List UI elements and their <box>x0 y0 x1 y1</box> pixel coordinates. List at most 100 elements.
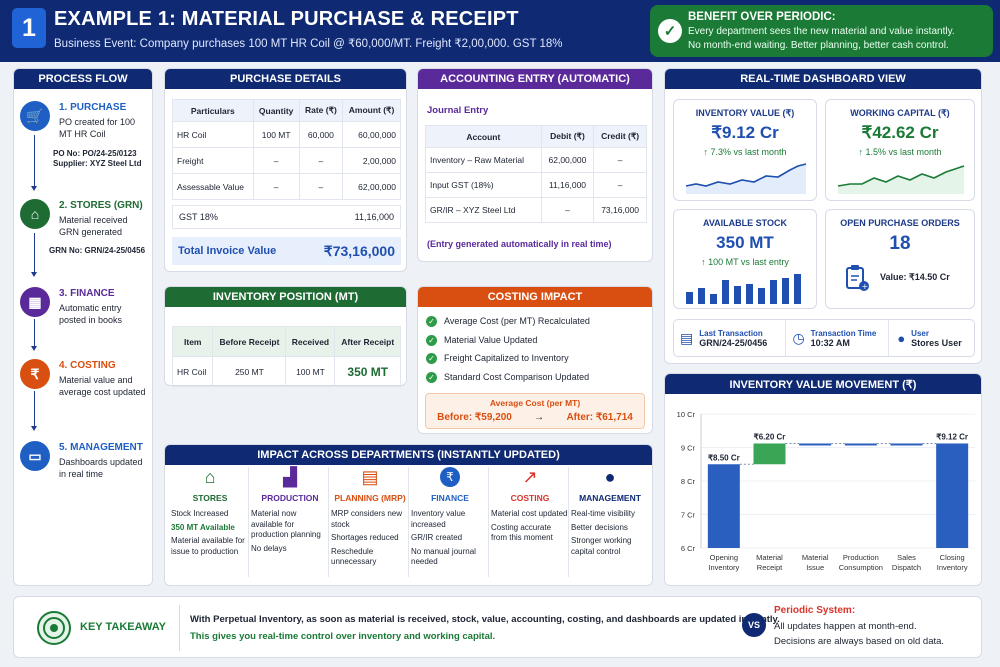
inventory-value-card[interactable]: INVENTORY VALUE (₹) ₹9.12 Cr ↑ 7.3% vs l… <box>673 99 817 201</box>
process-step-title: 2. STORES (GRN) <box>59 200 143 211</box>
flow-arrow <box>31 233 37 277</box>
periodic-line-1: All updates happen at month-end. <box>774 621 917 632</box>
department-detail: Inventory value increased <box>411 509 466 529</box>
department-costing: ↗ COSTING Material cost updated Costing acc… <box>491 467 569 547</box>
periodic-line-2: Decisions are always based on old data. <box>774 636 945 647</box>
warehouse-icon: ⌂ <box>20 199 50 229</box>
waterfall-bar <box>799 443 832 446</box>
col-quantity: Quantity <box>252 99 300 122</box>
open-po-card[interactable]: OPEN PURCHASE ORDERS 18 + Value: ₹14.50 … <box>825 209 975 309</box>
department-name: MANAGEMENT <box>579 493 641 503</box>
gst-row: GST 18% 11,16,000 <box>172 205 401 229</box>
check-icon: ✓ <box>426 316 437 328</box>
department-detail: GR/IR created <box>411 533 463 542</box>
process-step-title: 5. MANAGEMENT <box>59 442 143 453</box>
x-tick-label: Receipt <box>757 563 783 572</box>
trend-icon: ↗ <box>522 467 538 487</box>
department-detail: 350 MT Available <box>171 522 235 532</box>
available-stock-card[interactable]: AVAILABLE STOCK 350 MT ↑ 100 MT vs last … <box>673 209 817 309</box>
dashboard-title: REAL-TIME DASHBOARD VIEW <box>665 69 981 89</box>
x-tick-label: Opening <box>710 553 738 562</box>
department-detail: Stock Increased <box>171 509 229 518</box>
cost-before: Before: ₹59,200 <box>437 412 512 423</box>
y-tick-label: 10 Cr <box>677 410 696 419</box>
department-name: PRODUCTION <box>261 493 319 503</box>
col-amount: Amount (₹) <box>342 99 401 122</box>
x-tick-label: Inventory <box>708 563 739 572</box>
department-production: ▟ PRODUCTION Material now available for pr… <box>251 467 329 557</box>
auto-entry-note: (Entry generated automatically in real t… <box>427 239 612 249</box>
department-name: FINANCE <box>431 493 469 503</box>
takeaway-line-1: With Perpetual Inventory, as soon as mat… <box>190 614 780 625</box>
data-label: ₹6.20 Cr <box>754 432 786 441</box>
process-flow-panel: PROCESS FLOW 🛒 1. PURCHASE PO created for … <box>13 68 153 586</box>
document-icon: ▤ <box>680 329 694 346</box>
flow-arrow <box>31 135 37 191</box>
process-flow-title: PROCESS FLOW <box>14 69 152 89</box>
key-takeaway-panel: KEY TAKEAWAY With Perpetual Inventory, a… <box>13 596 982 658</box>
data-label: ₹9.12 Cr <box>936 432 968 441</box>
check-icon: ✓ <box>658 19 682 43</box>
table-row: HR Coil 100 MT 60,000 60,00,000 <box>172 121 401 148</box>
journal-entry-label: Journal Entry <box>427 105 489 116</box>
department-detail: Better decisions <box>571 522 628 532</box>
process-step-title: 4. COSTING <box>59 360 116 371</box>
waterfall-bar <box>707 464 740 548</box>
impact-title: IMPACT ACROSS DEPARTMENTS (INSTANTLY UPD… <box>165 445 652 465</box>
department-management: ● MANAGEMENT Real-time visibility Better de… <box>571 467 649 560</box>
vs-badge: VS <box>742 613 766 637</box>
y-tick-label: 9 Cr <box>681 444 696 453</box>
accounting-entry-title: ACCOUNTING ENTRY (AUTOMATIC) <box>418 69 652 89</box>
user-icon: ● <box>897 330 906 346</box>
waterfall-bar <box>890 443 923 446</box>
factory-icon: ▟ <box>283 467 297 487</box>
department-detail: Costing accurate from this moment <box>491 522 553 543</box>
example-number: 1 <box>12 8 46 48</box>
table-row: Input GST (18%) 11,16,000– <box>425 172 647 198</box>
flow-arrow <box>31 319 37 351</box>
table-row: Inventory – Raw Material 62,00,000– <box>425 147 647 173</box>
process-step-text: Material received GRN generated <box>59 215 128 237</box>
list-item: ✓ Material Value Updated <box>426 335 590 354</box>
check-icon: ✓ <box>426 371 437 383</box>
x-tick-label: Inventory <box>937 563 968 572</box>
x-tick-label: Material <box>802 553 829 562</box>
inventory-table: Item Before Receipt Received After Recei… <box>171 326 401 387</box>
benefit-line-2: No month-end waiting. Better planning, b… <box>688 40 949 51</box>
y-tick-label: 6 Cr <box>681 544 696 553</box>
process-step-text: Dashboards updated in real time <box>59 457 143 479</box>
purchase-details-title: PURCHASE DETAILS <box>165 69 406 89</box>
department-name: PLANNING (MRP) <box>334 493 406 503</box>
x-tick-label: Closing <box>940 553 965 562</box>
list-item: ✓ Average Cost (per MT) Recalculated <box>426 316 590 335</box>
working-capital-card[interactable]: WORKING CAPITAL (₹) ₹42.62 Cr ↑ 1.5% vs … <box>825 99 975 201</box>
costing-impact-title: COSTING IMPACT <box>418 287 652 307</box>
department-name: STORES <box>192 493 228 503</box>
average-cost-label: Average Cost (per MT) <box>489 398 581 408</box>
total-value: ₹73,16,000 <box>323 242 395 259</box>
inventory-movement-title: INVENTORY VALUE MOVEMENT (₹) <box>665 374 981 394</box>
rupee-icon: ₹ <box>20 359 50 389</box>
working-capital-sparkline <box>837 165 965 194</box>
waterfall-bar <box>844 443 877 446</box>
clipboard-icon: + <box>846 265 869 291</box>
process-step-text: Material value and average cost updated <box>59 375 146 397</box>
monitor-icon: ▭ <box>20 441 50 471</box>
journal-table: Account Debit (₹) Credit (₹) Inventory –… <box>425 125 647 223</box>
clipboard-icon: ▤ <box>361 467 379 487</box>
department-detail: Material cost updated <box>491 509 568 518</box>
dashboard-panel: REAL-TIME DASHBOARD VIEW INVENTORY VALUE… <box>664 68 982 364</box>
table-row: Assessable Value – –62,00,000 <box>172 173 401 200</box>
page-title: EXAMPLE 1: MATERIAL PURCHASE & RECEIPT <box>54 8 519 30</box>
table-row: Freight – –2,00,000 <box>172 147 401 174</box>
rupee-icon: ₹ <box>411 467 489 489</box>
gst-value: 11,16,000 <box>354 212 394 222</box>
list-item: ✓ Standard Cost Comparison Updated <box>426 372 590 391</box>
process-step-title: 1. PURCHASE <box>59 102 127 113</box>
cart-icon: 🛒 <box>20 101 50 131</box>
periodic-title: Periodic System: <box>774 605 856 616</box>
x-tick-label: Dispatch <box>892 563 921 572</box>
data-label: ₹8.50 Cr <box>708 453 740 462</box>
total-label: Total Invoice Value <box>178 245 277 257</box>
